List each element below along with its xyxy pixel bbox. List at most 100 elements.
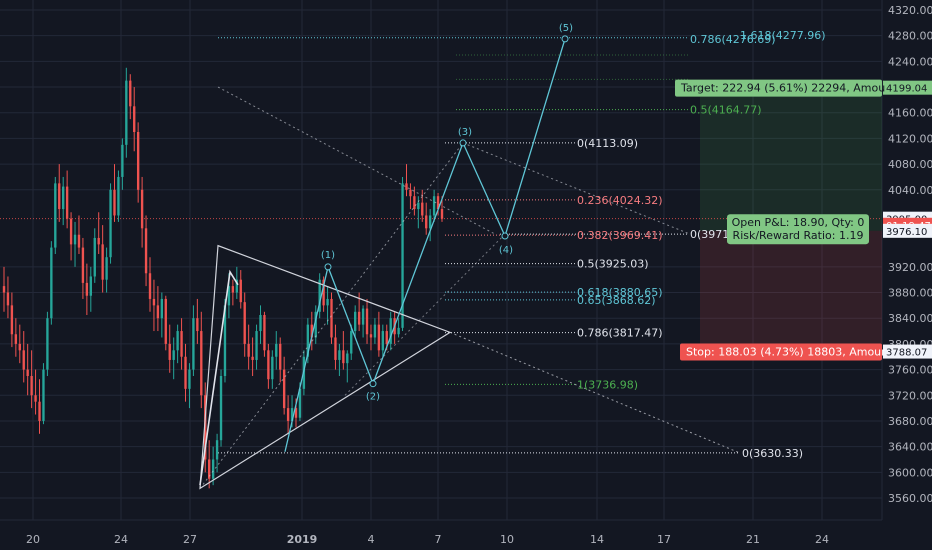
candle-body bbox=[54, 183, 57, 248]
candle-body bbox=[377, 324, 381, 351]
fib-ext-label: 0.5(4164.77) bbox=[690, 104, 762, 117]
x-tick-label: 27 bbox=[183, 533, 197, 546]
fib-level-label: 0.786(3817.47) bbox=[577, 327, 663, 340]
y-tick-label: 4280.00 bbox=[888, 30, 932, 43]
candle-body bbox=[440, 209, 444, 219]
fibonacci-levels bbox=[218, 37, 740, 454]
candle-body bbox=[97, 237, 100, 245]
y-tick-label: 4160.00 bbox=[888, 107, 932, 120]
candle-body bbox=[164, 298, 167, 344]
candle-body bbox=[290, 408, 294, 421]
candle-body bbox=[117, 176, 120, 216]
candle-body bbox=[34, 395, 37, 402]
candle-body bbox=[251, 356, 254, 360]
candle-body bbox=[65, 186, 69, 219]
candle-body bbox=[81, 247, 85, 283]
price-badge-box bbox=[883, 223, 932, 238]
candle-body bbox=[125, 80, 128, 145]
wave-point bbox=[324, 263, 332, 271]
candle-body bbox=[389, 318, 392, 344]
wave-point bbox=[501, 232, 509, 240]
candle-body bbox=[231, 286, 235, 293]
fib-level-label: 0.382(3969.41) bbox=[577, 229, 663, 242]
candle-body bbox=[314, 311, 317, 338]
trend-dotted bbox=[217, 86, 496, 235]
candle-body bbox=[227, 286, 231, 306]
candle-body bbox=[282, 369, 286, 409]
candle-body bbox=[405, 183, 408, 190]
fib-level-label: 0.5(3925.03) bbox=[577, 258, 649, 271]
candle-body bbox=[192, 318, 195, 370]
wave-label: (5) bbox=[559, 23, 573, 34]
triangle-extension bbox=[449, 331, 741, 454]
candle-body bbox=[417, 202, 420, 210]
candle-body bbox=[46, 318, 49, 370]
wave-point bbox=[561, 35, 569, 43]
candle-body bbox=[357, 311, 361, 325]
candle-body bbox=[334, 337, 337, 360]
candle-body bbox=[436, 196, 440, 210]
candle-body bbox=[354, 311, 357, 332]
y-tick-label: 3880.00 bbox=[888, 287, 932, 300]
candle-body bbox=[196, 318, 199, 332]
fib-ext-label: 0.786(4276.69) bbox=[690, 33, 776, 46]
y-tick-label: 3640.00 bbox=[888, 441, 932, 454]
x-tick-label: 14 bbox=[590, 533, 604, 546]
candle-body bbox=[294, 408, 298, 418]
candle-body bbox=[338, 350, 341, 360]
candle-body bbox=[401, 183, 404, 328]
candle-body bbox=[22, 350, 25, 370]
candle-body bbox=[133, 106, 136, 132]
candle-body bbox=[409, 189, 412, 197]
y-tick-label: 3720.00 bbox=[888, 389, 932, 402]
y-tick-label: 3920.00 bbox=[888, 261, 932, 274]
wave-label: (3) bbox=[458, 127, 472, 138]
fib-level-label: 0(4113.09) bbox=[577, 137, 638, 150]
pnl-box bbox=[727, 214, 869, 245]
price-badge-box bbox=[883, 80, 932, 95]
wave-label: (4) bbox=[499, 245, 513, 256]
candle-body bbox=[263, 315, 266, 351]
candle-body bbox=[365, 308, 369, 335]
y-tick-label: 3560.00 bbox=[888, 492, 932, 505]
trend-dotted bbox=[462, 142, 691, 235]
target-label: Target: 222.94 (5.61%) 22294, Amou bbox=[680, 82, 885, 95]
candle-body bbox=[330, 298, 333, 338]
y-tick-label: 4040.00 bbox=[888, 184, 932, 197]
wave-point bbox=[369, 380, 377, 388]
candle-body bbox=[109, 189, 112, 258]
candle-body bbox=[239, 279, 242, 303]
x-tick-label: 24 bbox=[114, 533, 128, 546]
candle-body bbox=[105, 257, 108, 280]
candle-body bbox=[223, 305, 227, 376]
candle-body bbox=[184, 356, 187, 389]
candle-body bbox=[204, 395, 207, 460]
candle-body bbox=[267, 350, 270, 380]
wave-drawings bbox=[199, 35, 741, 490]
candle-body bbox=[77, 234, 81, 248]
wave-label: (1) bbox=[321, 250, 335, 261]
wave-point bbox=[459, 139, 467, 147]
y-tick-label: 3600.00 bbox=[888, 466, 932, 479]
stop-label-box bbox=[680, 343, 882, 361]
candle-body bbox=[144, 228, 148, 274]
candle-body bbox=[62, 186, 65, 210]
candle-body bbox=[259, 315, 262, 332]
candle-body bbox=[286, 408, 290, 421]
candle-body bbox=[152, 298, 156, 306]
wave-label: (2) bbox=[366, 392, 380, 403]
candle-body bbox=[93, 237, 96, 277]
elliott-wave-line bbox=[284, 38, 566, 452]
time-axis[interactable]: 20 24 27 2019 4 7 10 14 17 21 24 bbox=[26, 533, 829, 546]
candle-body bbox=[369, 334, 373, 338]
candle-body bbox=[176, 331, 179, 351]
stop-label: Stop: 188.03 (4.73%) 18803, Amour bbox=[686, 346, 886, 359]
candle-body bbox=[350, 331, 353, 354]
candle-body bbox=[318, 279, 321, 312]
price-axis[interactable]: 4320.004280.004240.004200.004160.004120.… bbox=[883, 4, 932, 505]
y-tick-label: 4240.00 bbox=[888, 55, 932, 68]
candle-body bbox=[113, 189, 116, 216]
candle-body bbox=[247, 343, 250, 357]
x-tick-label: 17 bbox=[657, 533, 671, 546]
